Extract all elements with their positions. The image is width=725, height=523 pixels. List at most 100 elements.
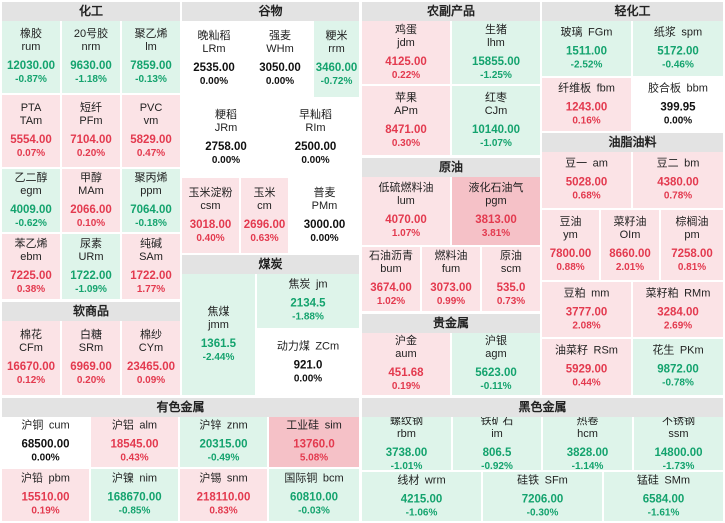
commodity-tile-RIm[interactable]: 早籼稻 RIm 2500.00 0.00% bbox=[272, 99, 359, 176]
commodity-tile-LRm[interactable]: 晚籼稻 LRm 2535.00 0.00% bbox=[182, 21, 246, 97]
commodity-change-pct: 0.38% bbox=[16, 283, 46, 295]
commodity-tile-pm[interactable]: 棕榈油 pm 7258.00 0.81% bbox=[661, 210, 723, 280]
commodity-tile-rum[interactable]: 橡胶 rum 12030.00 -0.87% bbox=[2, 21, 60, 93]
commodity-tile-cm[interactable]: 玉米 cm 2696.00 0.63% bbox=[241, 178, 288, 253]
commodity-tile-im[interactable]: 铁矿石 im 806.5 -0.92% bbox=[453, 417, 541, 470]
tile-title-line: 沪镍 nim bbox=[91, 473, 178, 486]
commodity-tile-pgm[interactable]: 液化石油气 pgm 3813.00 3.81% bbox=[452, 177, 540, 245]
commodity-change-pct: -0.13% bbox=[135, 74, 167, 85]
commodity-tile-CYm[interactable]: 棉纱 CYm 23465.00 0.09% bbox=[122, 321, 180, 395]
commodity-tile-fbm[interactable]: 纤维板 fbm 1243.00 0.16% bbox=[542, 78, 631, 131]
commodity-tile-znm[interactable]: 沪锌 znm 20315.00 -0.49% bbox=[180, 417, 267, 467]
commodity-tile-cum[interactable]: 沪铜 cum 68500.00 0.00% bbox=[2, 417, 89, 467]
commodity-price: 451.68 bbox=[388, 367, 424, 379]
commodity-price: 6969.00 bbox=[70, 361, 112, 373]
commodity-code: rrm bbox=[328, 43, 345, 55]
commodity-change-pct: 0.83% bbox=[209, 505, 238, 517]
commodity-tile-PMm[interactable]: 普麦 PMm 3000.00 0.00% bbox=[290, 178, 359, 253]
commodity-tile-lum[interactable]: 低硫燃料油 lum 4070.00 1.07% bbox=[362, 177, 450, 245]
commodity-tile-bm[interactable]: 豆二 bm 4380.00 0.78% bbox=[633, 152, 723, 208]
commodity-name: 乙二醇 bbox=[14, 171, 48, 184]
commodity-tile-SAm[interactable]: 纯碱 SAm 1722.00 1.77% bbox=[122, 234, 180, 299]
tile-title-line: 玻璃 FGm bbox=[542, 26, 631, 39]
commodity-tile-APm[interactable]: 苹果 APm 8471.00 0.30% bbox=[362, 86, 450, 155]
commodity-name: 螺纹钢 bbox=[390, 417, 423, 427]
commodity-tile-ebm[interactable]: 苯乙烯 ebm 7225.00 0.38% bbox=[2, 234, 60, 299]
commodity-code: pbm bbox=[48, 472, 70, 485]
commodity-code: nim bbox=[139, 472, 158, 485]
commodity-code: SRm bbox=[78, 342, 104, 354]
commodity-tile-rbm[interactable]: 螺纹钢 rbm 3738.00 -1.01% bbox=[362, 417, 451, 470]
commodity-tile-sim[interactable]: 工业硅 sim 13760.0 5.08% bbox=[269, 417, 359, 467]
commodity-tile-csm[interactable]: 玉米淀粉 csm 3018.00 0.40% bbox=[182, 178, 239, 253]
tile-content: 沪银 agm 5623.00 -0.11% bbox=[452, 335, 540, 393]
tile-title-line: 沪铜 cum bbox=[2, 420, 89, 433]
commodity-tile-SMm[interactable]: 锰硅 SMm 6584.00 -1.61% bbox=[604, 472, 723, 521]
commodity-tile-hcm[interactable]: 热卷 hcm 3828.00 -1.14% bbox=[543, 417, 632, 470]
commodity-tile-JRm[interactable]: 粳稻 JRm 2758.00 0.00% bbox=[182, 99, 270, 176]
commodity-tile-fum[interactable]: 燃料油 fum 3073.00 0.99% bbox=[422, 247, 480, 311]
commodity-tile-am[interactable]: 豆一 am 5028.00 0.68% bbox=[542, 152, 631, 208]
commodity-tile-scm[interactable]: 原油 scm 535.0 0.73% bbox=[482, 247, 540, 311]
commodity-price: 1361.5 bbox=[200, 337, 237, 350]
commodity-name: 棉花 bbox=[20, 329, 42, 341]
commodity-tile-aum[interactable]: 沪金 aum 451.68 0.19% bbox=[362, 333, 450, 395]
commodity-tile-RMm[interactable]: 菜籽粕 RMm 3284.00 2.69% bbox=[633, 282, 723, 337]
commodity-tile-wrm[interactable]: 线材 wrm 4215.00 -1.06% bbox=[362, 472, 481, 521]
commodity-tile-PKm[interactable]: 花生 PKm 9872.00 -0.78% bbox=[633, 339, 723, 395]
commodity-tile-ZCm[interactable]: 动力煤 ZCm 921.0 0.00% bbox=[257, 330, 359, 395]
commodity-tile-alm[interactable]: 沪铝 alm 18545.00 0.43% bbox=[91, 417, 178, 467]
commodity-tile-RSm[interactable]: 油菜籽 RSm 5929.00 0.44% bbox=[542, 339, 631, 395]
commodity-price: 15855.00 bbox=[472, 55, 520, 68]
commodity-tile-nrm[interactable]: 20号胶 nrm 9630.00 -1.18% bbox=[62, 21, 120, 93]
commodity-tile-ppm[interactable]: 聚丙烯 ppm 7064.00 -0.18% bbox=[122, 169, 180, 232]
commodity-tile-egm[interactable]: 乙二醇 egm 4009.00 -0.62% bbox=[2, 169, 60, 232]
commodity-tile-lhm[interactable]: 生猪 lhm 15855.00 -1.25% bbox=[452, 21, 540, 84]
commodity-tile-nim[interactable]: 沪镍 nim 168670.00 -0.85% bbox=[91, 469, 178, 521]
commodity-tile-WHm[interactable]: 强麦 WHm 3050.00 0.00% bbox=[248, 21, 312, 97]
sector-title-oil: 油脂油料 bbox=[542, 133, 723, 152]
commodity-tile-ym[interactable]: 豆油 ym 7800.00 0.88% bbox=[542, 210, 599, 280]
commodity-tile-bum[interactable]: 石油沥青 bum 3674.00 1.02% bbox=[362, 247, 420, 311]
commodity-price: 12030.00 bbox=[7, 60, 55, 72]
commodity-tile-vm[interactable]: PVC vm 5829.00 0.47% bbox=[122, 95, 180, 167]
commodity-tile-OIm[interactable]: 菜籽油 OIm 8660.00 2.01% bbox=[601, 210, 659, 280]
commodity-code: lm bbox=[145, 41, 157, 53]
commodity-change-pct: -0.62% bbox=[15, 217, 47, 229]
tile-content: 晚籼稻 LRm 2535.00 0.00% bbox=[182, 30, 246, 88]
commodity-name: 原油 bbox=[500, 250, 522, 262]
commodity-tile-FGm[interactable]: 玻璃 FGm 1511.00 -2.52% bbox=[542, 21, 631, 76]
commodity-tile-rrm[interactable]: 粳米 rrm 3460.00 -0.72% bbox=[314, 21, 359, 97]
commodity-tile-PFm[interactable]: 短纤 PFm 7104.00 0.20% bbox=[62, 95, 120, 167]
commodity-tile-lm[interactable]: 聚乙烯 lm 7859.00 -0.13% bbox=[122, 21, 180, 93]
commodity-tile-SRm[interactable]: 白糖 SRm 6969.00 0.20% bbox=[62, 321, 120, 395]
commodity-tile-pbm[interactable]: 沪铅 pbm 15510.00 0.19% bbox=[2, 469, 89, 521]
commodity-change-pct: 0.00% bbox=[293, 373, 323, 384]
commodity-price: 3460.00 bbox=[315, 62, 358, 74]
commodity-tile-mm[interactable]: 豆粕 mm 3777.00 2.08% bbox=[542, 282, 631, 337]
commodity-tile-agm[interactable]: 沪银 agm 5623.00 -0.11% bbox=[452, 333, 540, 395]
commodity-tile-jmm[interactable]: 焦煤 jmm 1361.5 -2.44% bbox=[182, 274, 255, 395]
commodity-tile-jm[interactable]: 焦炭 jm 2134.5 -1.88% bbox=[257, 274, 359, 328]
commodity-tile-CFm[interactable]: 棉花 CFm 16670.00 0.12% bbox=[2, 321, 60, 395]
commodity-change-pct: -2.52% bbox=[570, 59, 603, 70]
commodity-code: lhm bbox=[487, 36, 505, 49]
commodity-tile-snm[interactable]: 沪锡 snm 218110.00 0.83% bbox=[180, 469, 267, 521]
commodity-change-pct: -1.14% bbox=[571, 460, 604, 471]
commodity-name: 焦炭 bbox=[288, 278, 311, 291]
commodity-tile-bbm[interactable]: 胶合板 bbm 399.95 0.00% bbox=[633, 78, 723, 131]
commodity-code: rum bbox=[21, 41, 41, 53]
commodity-tile-bcm[interactable]: 国际铜 bcm 60810.00 -0.03% bbox=[269, 469, 359, 521]
commodity-name: PTA bbox=[20, 102, 42, 114]
commodity-tile-ssm[interactable]: 不锈钢 ssm 14800.00 -1.73% bbox=[634, 417, 723, 470]
tile-content: 乙二醇 egm 4009.00 -0.62% bbox=[2, 172, 60, 230]
commodity-tile-TAm[interactable]: PTA TAm 5554.00 0.07% bbox=[2, 95, 60, 167]
commodity-tile-MAm[interactable]: 甲醇 MAm 2066.00 0.10% bbox=[62, 169, 120, 232]
commodity-tile-URm[interactable]: 尿素 URm 1722.00 -1.09% bbox=[62, 234, 120, 299]
commodity-tile-jdm[interactable]: 鸡蛋 jdm 4125.00 0.22% bbox=[362, 21, 450, 84]
commodity-tile-SFm[interactable]: 硅铁 SFm 7206.00 -0.30% bbox=[483, 472, 602, 521]
commodity-tile-CJm[interactable]: 红枣 CJm 10140.00 -1.07% bbox=[452, 86, 540, 155]
commodity-code: OIm bbox=[619, 229, 641, 241]
commodity-code: fbm bbox=[596, 82, 615, 94]
commodity-tile-spm[interactable]: 纸浆 spm 5172.00 -0.46% bbox=[633, 21, 723, 76]
